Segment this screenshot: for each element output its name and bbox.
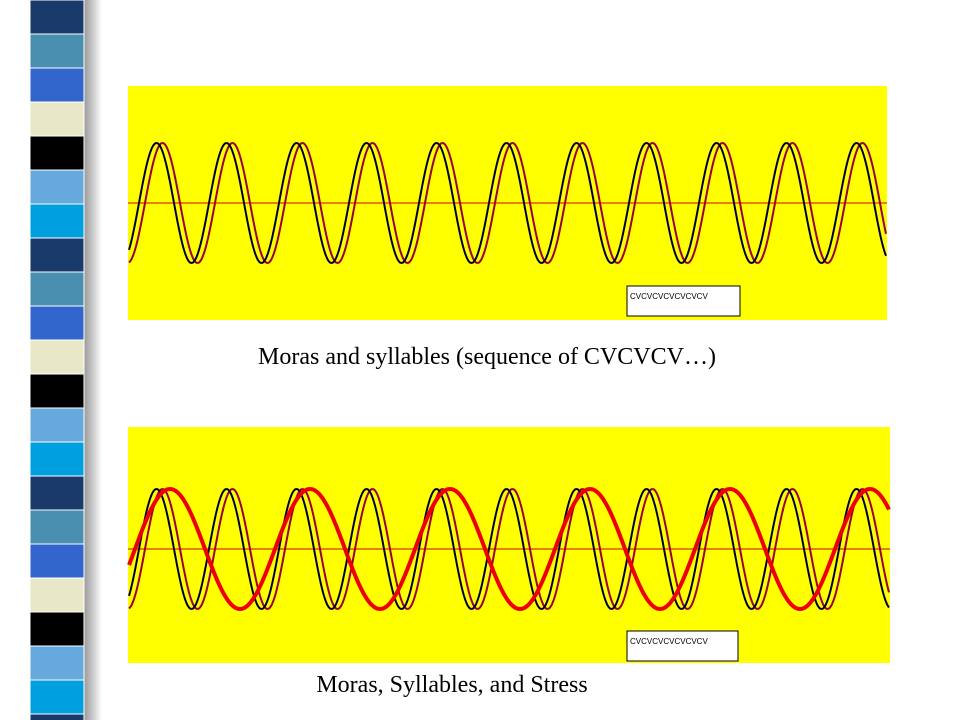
decor-block	[29, 271, 85, 307]
decor-block	[29, 0, 85, 35]
legend-box	[626, 630, 739, 662]
wave	[128, 488, 890, 610]
decor-block	[29, 237, 85, 273]
decor-bar	[29, 0, 85, 720]
decor-block	[29, 169, 85, 205]
decor-block	[29, 713, 85, 720]
decor-block	[29, 33, 85, 69]
wave	[128, 142, 887, 264]
decor-block	[29, 509, 85, 545]
decor-block	[29, 203, 85, 239]
decor-block	[29, 135, 85, 171]
legend-text: CVCVCVCVCVCVCV	[630, 637, 708, 646]
legend-text: CVCVCVCVCVCVCV	[630, 292, 708, 301]
decor-block	[29, 67, 85, 103]
decor-block	[29, 407, 85, 443]
waves-top	[128, 142, 887, 264]
waves-bottom	[127, 486, 891, 612]
decor-block	[29, 679, 85, 715]
caption: Moras, Syllables, and Stress	[316, 672, 587, 698]
decor-block	[29, 101, 85, 137]
wave	[128, 142, 887, 264]
decor-block	[29, 339, 85, 375]
decor-block	[29, 543, 85, 579]
decor-block	[29, 475, 85, 511]
caption: Moras and syllables (sequence of CVCVCV……	[258, 344, 716, 370]
decor-block	[29, 611, 85, 647]
wave	[127, 486, 891, 612]
decor-block	[29, 305, 85, 341]
decor-block	[29, 645, 85, 681]
bar-shadow	[84, 0, 102, 720]
decor-block	[29, 441, 85, 477]
decor-block	[29, 577, 85, 613]
legend-box	[626, 285, 741, 317]
decor-block	[29, 373, 85, 409]
